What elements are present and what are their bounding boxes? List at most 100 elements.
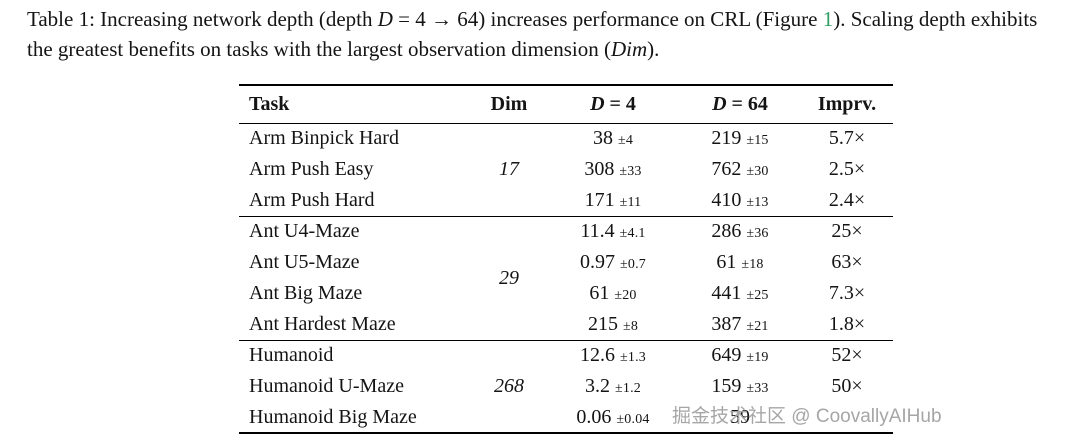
table-row: Ant U5-Maze 0.97 ±0.7 61 ±18 63× [239,247,893,278]
results-table: Task Dim D = 4 D = 64 Imprv. Arm Binpick… [239,84,893,434]
value-pm: ±33 [746,381,769,396]
d64-value-cell: 441 ±25 [679,278,801,309]
value-pm: ±19 [746,350,769,366]
col-header-imprv: Imprv. [817,92,877,115]
caption-seg: = 4 → 64) increases performance on CRL (… [392,7,823,31]
d4-value-cell: 215 ±8 [547,309,679,340]
value-main: 308 [584,158,615,180]
value-pm: ±8 [622,318,639,334]
table-caption: Table 1: Increasing network depth (depth… [27,4,1063,64]
d4-value-cell: 171 ±11 [547,185,679,216]
value-main: 441 [711,282,742,304]
d4-value-cell: 12.6 ±1.3 [547,340,679,371]
value-pm: ±36 [746,226,769,242]
d64-value-cell: 219 ±15 [679,123,801,154]
table-row: Ant U4-Maze 29 11.4 ±4.1 286 ±36 25× [239,216,893,288]
col-header-d4: D = 4 [547,85,679,123]
task-group-humanoid: Humanoid 268 12.6 ±1.3 649 ±19 52× Human… [239,340,893,433]
table-row: Ant Big Maze 61 ±20 441 ±25 7.3× [239,278,893,309]
value-main: 387 [711,312,742,335]
table-row: Arm Push Easy 308 ±33 762 ±30 2.5× [239,154,893,185]
value-main: 0.97 [580,251,615,273]
d4-value-cell: 0.97 ±0.7 [547,247,679,278]
d4-value-cell: 11.4 ±4.1 [547,216,679,247]
value-pm: ±0.7 [620,257,646,272]
value-main: 762 [711,158,742,180]
d4-value-cell: 38 ±4 [547,123,679,154]
value-pm: ±33 [619,164,642,179]
task-group-arm: Arm Binpick Hard 17 38 ±4 219 ±15 5.7× A… [239,123,893,216]
d4-value-cell: 3.2 ±1.2 [547,371,679,402]
improvement-cell: 25× [831,220,863,243]
d64-value-cell: 61 ±18 [679,247,801,278]
value-main: 59 [730,405,750,428]
task-cell: Arm Binpick Hard [249,127,399,150]
table-header-row: Task Dim D = 4 D = 64 Imprv. [239,85,893,123]
value-main: 159 [711,375,742,397]
value-main: 38 [592,127,613,150]
col-header-d4-rest: = 4 [604,92,636,115]
improvement-cell: 7.3× [828,282,866,304]
value-pm: ±4 [617,133,634,149]
math-var-D: D [377,7,393,31]
value-main: 0.06 [576,405,612,428]
caption-seg: ). [647,37,660,62]
value-pm: ±11 [619,194,642,210]
math-var-Dim: Dim [610,37,648,62]
value-main: 61 [589,282,610,304]
value-pm: ±1.3 [620,350,646,366]
value-pm: ±13 [746,194,769,210]
improvement-cell: 52× [831,344,863,367]
value-pm: ±25 [746,288,769,303]
d4-value-cell: 61 ±20 [547,278,679,309]
task-cell: Humanoid U-Maze [249,375,404,397]
task-cell: Ant Hardest Maze [249,312,396,335]
value-pm: ±20 [614,288,637,303]
d64-value-cell: 762 ±30 [679,154,801,185]
improvement-cell: 2.4× [828,188,866,211]
d64-value-cell: 649 ±19 [679,340,801,371]
improvement-cell: 50× [831,375,863,397]
math-var-D: D [712,92,727,115]
task-group-ant: Ant U4-Maze 29 11.4 ±4.1 286 ±36 25× Ant… [239,216,893,340]
d4-value-cell: 308 ±33 [547,154,679,185]
d64-value-cell: 410 ±13 [679,185,801,216]
value-pm: ±18 [741,257,764,272]
value-main: 11.4 [580,220,615,243]
col-header-dim: Dim [490,92,528,115]
d64-value-cell: 59 [679,402,801,433]
d64-value-cell: 159 ±33 [679,371,801,402]
d4-value-cell: 0.06 ±0.04 [547,402,679,433]
value-pm: ±15 [746,133,769,149]
task-cell: Ant U4-Maze [249,220,360,243]
value-main: 12.6 [580,344,615,367]
dim-cell: 17 [499,158,519,180]
value-main: 219 [711,127,742,150]
value-main: 171 [584,188,615,211]
task-cell: Ant Big Maze [249,282,363,304]
dim-cell: 268 [494,374,524,397]
value-pm: ±4.1 [619,226,646,242]
col-header-d64-rest: = 64 [726,92,768,115]
dim-cell: 29 [499,266,519,289]
value-main: 3.2 [585,375,610,397]
table-row: Humanoid Big Maze 0.06 ±0.04 59 [239,402,893,433]
improvement-cell: 5.7× [828,127,866,150]
table-row: Humanoid 268 12.6 ±1.3 649 ±19 52× [239,340,893,397]
task-cell: Ant U5-Maze [249,251,360,273]
task-cell: Humanoid Big Maze [249,405,417,428]
improvement-cell: 2.5× [828,158,866,180]
table-row: Arm Push Hard 171 ±11 410 ±13 2.4× [239,185,893,216]
table-row: Arm Binpick Hard 17 38 ±4 219 ±15 5.7× [239,123,893,180]
improvement-cell: 63× [831,251,863,273]
figure-1-link[interactable]: 1 [822,7,834,31]
caption-seg: Table 1: Increasing network depth (depth [27,7,378,31]
watermark: 掘金技术社区 @ CoovallyAIHub [672,406,942,427]
col-header-task: Task [249,92,290,115]
table-row: Humanoid U-Maze 3.2 ±1.2 159 ±33 50× [239,371,893,402]
value-pm: ±30 [746,164,769,179]
d64-value-cell: 286 ±36 [679,216,801,247]
improvement-cell: 1.8× [828,312,866,335]
task-cell: Arm Push Hard [249,188,375,211]
